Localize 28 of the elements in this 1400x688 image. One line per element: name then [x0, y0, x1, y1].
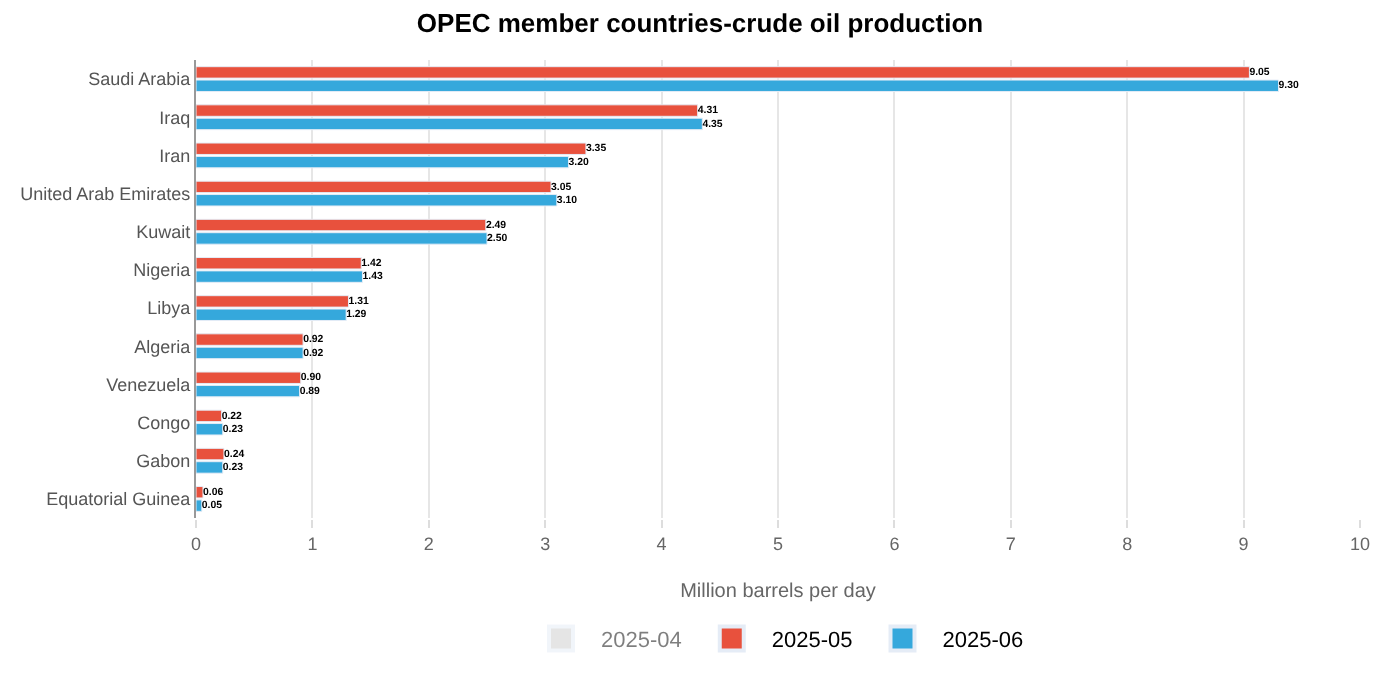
- x-tick-label: 1: [307, 533, 318, 554]
- x-tick-label: 6: [889, 533, 900, 554]
- legend-label: 2025-05: [771, 629, 853, 654]
- y-tick-label: Nigeria: [133, 260, 191, 281]
- chart-title: OPEC member countries-crude oil production: [416, 7, 984, 38]
- x-tick-label: 4: [656, 533, 667, 554]
- y-tick-label: Gabon: [136, 451, 191, 472]
- y-tick-label: Saudi Arabia: [88, 69, 191, 90]
- y-tick-label: Algeria: [134, 336, 191, 357]
- y-tick-label: United Arab Emirates: [20, 183, 192, 204]
- y-tick-label: Congo: [137, 412, 191, 433]
- y-tick-label: Iran: [159, 145, 191, 166]
- x-axis-title: Million barrels per day: [680, 580, 876, 603]
- x-tick-label: 3: [540, 533, 551, 554]
- y-tick-label: Kuwait: [136, 222, 192, 243]
- y-tick-label: Equatorial Guinea: [46, 489, 191, 510]
- y-tick-label: Venezuela: [106, 374, 191, 395]
- x-tick-label: 0: [190, 533, 202, 554]
- legend-label: 2025-04: [601, 629, 682, 654]
- x-tick-label: 8: [1122, 533, 1133, 554]
- legend-label: 2025-06: [942, 629, 1024, 654]
- y-tick-label: Libya: [147, 298, 191, 319]
- x-tick-label: 2: [423, 533, 434, 554]
- y-tick-label: Iraq: [159, 107, 191, 128]
- x-tick-label: 7: [1005, 533, 1016, 554]
- x-tick-label: 9: [1238, 533, 1249, 554]
- x-tick-label: 10: [1349, 533, 1371, 554]
- x-tick-label: 5: [772, 533, 784, 554]
